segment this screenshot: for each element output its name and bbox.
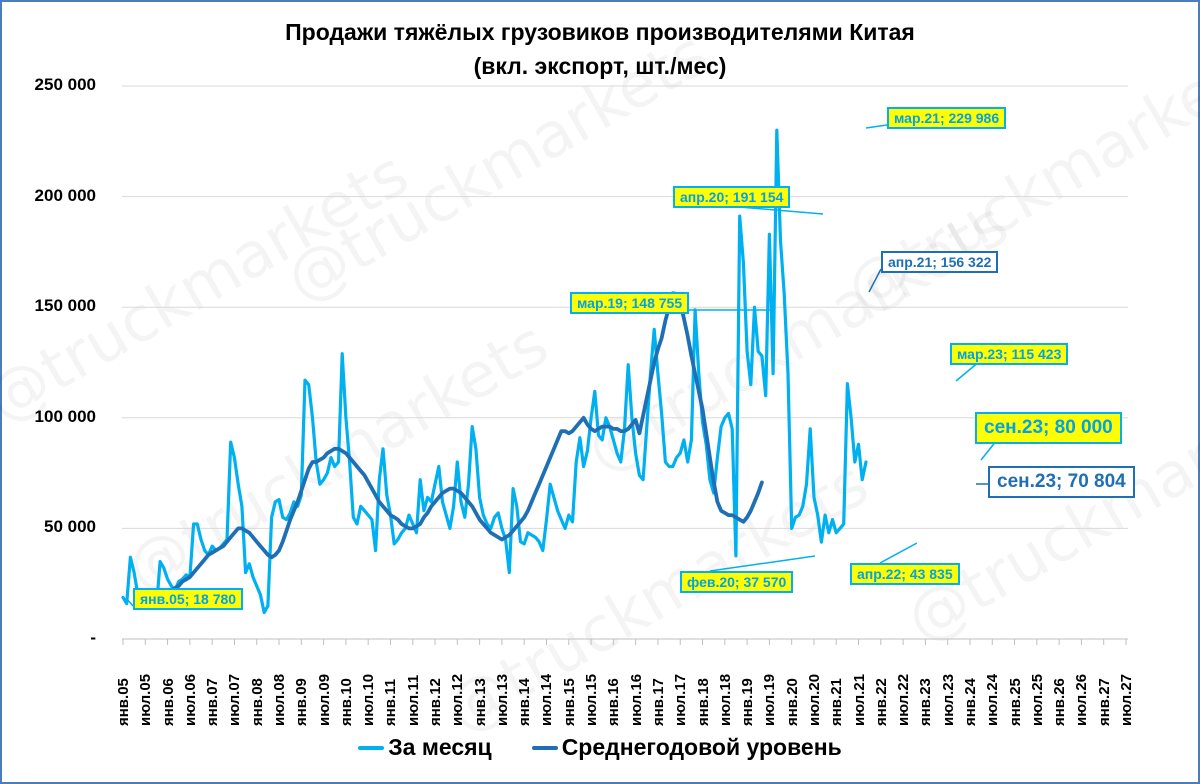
legend-label: За месяц [388,734,492,760]
data-label-callout: мар.21; 229 986 [887,107,1007,129]
callout-leader-line [709,555,816,572]
legend-item-monthly[interactable]: За месяц [358,734,492,761]
data-label-callout: мар.19; 148 755 [570,292,690,314]
legend-label: Среднегодовой уровень [561,734,842,760]
callout-leader-line [865,124,888,129]
data-label-callout: сен.23; 80 000 [975,412,1122,444]
data-label-callout: мар.23; 115 423 [950,343,1069,365]
y-tick-label: - [90,628,96,647]
chart-subtitle: (вкл. экспорт, шт./мес) [473,53,727,79]
y-tick-label: 250 000 [34,75,96,94]
series-line-annual-avg [162,291,764,597]
y-tick-label: 100 000 [34,406,96,426]
data-label-callout: янв.05; 18 780 [133,588,244,610]
callout-leader-line [868,268,882,293]
data-label-callout: сен.23; 70 804 [988,466,1135,498]
data-label-callout: апр.21; 156 322 [881,251,999,273]
legend-item-annual-avg[interactable]: Среднегодовой уровень [531,734,842,761]
y-tick-label: 200 000 [34,185,96,205]
data-label-callout: апр.20; 191 154 [673,186,791,208]
chart-title: Продажи тяжёлых грузовиков производителя… [285,19,915,45]
legend-swatch-monthly [358,745,385,750]
legend: За месяц Среднегодовой уровень [0,734,1200,761]
data-label-callout: апр.22; 43 835 [850,563,960,585]
legend-swatch-annual-avg [531,745,558,750]
callout-leader-line [879,542,918,564]
callout-leader-line [125,597,134,607]
y-tick-label: 50 000 [44,517,96,537]
data-label-callout: фев.20; 37 570 [680,571,794,593]
y-tick-label: 150 000 [34,296,96,316]
series-line-monthly [121,128,868,615]
